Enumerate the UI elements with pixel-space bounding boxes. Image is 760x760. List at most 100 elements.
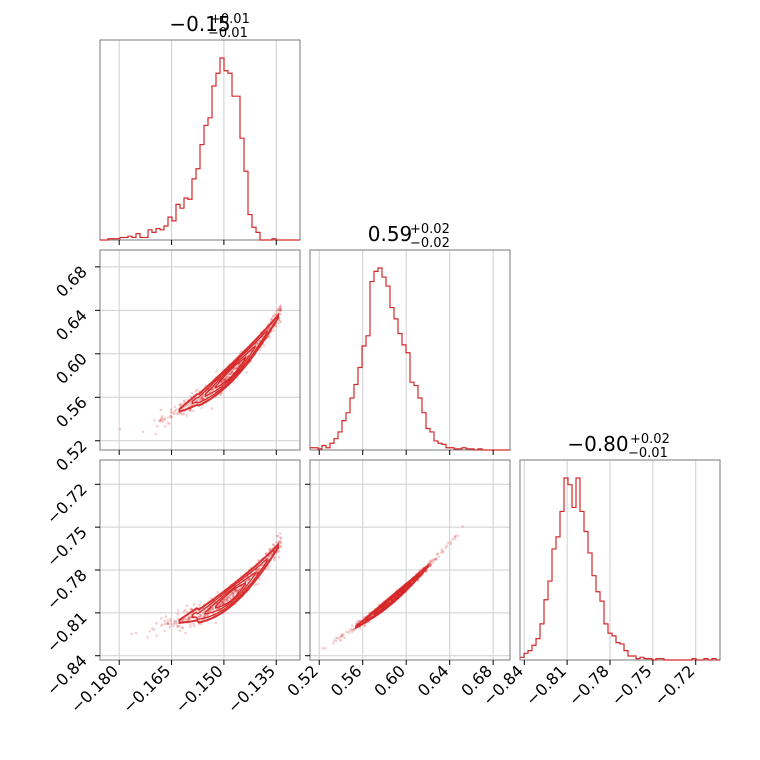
sample-point bbox=[211, 388, 214, 392]
sample-point bbox=[246, 579, 249, 583]
sample-point bbox=[352, 628, 356, 632]
ytick-label-p1-2: 0.60 bbox=[52, 349, 91, 388]
sample-point bbox=[172, 412, 176, 416]
sample-point bbox=[247, 577, 251, 581]
sample-point bbox=[180, 412, 184, 416]
sample-point bbox=[198, 613, 202, 617]
sample-point bbox=[233, 589, 237, 593]
sample-point bbox=[224, 598, 228, 601]
sample-point bbox=[446, 541, 450, 545]
sample-point bbox=[214, 621, 217, 624]
sample-point bbox=[168, 626, 171, 629]
sample-point bbox=[278, 539, 282, 543]
sample-point bbox=[189, 408, 192, 412]
sample-point bbox=[429, 564, 432, 568]
sample-point bbox=[234, 589, 237, 593]
sample-point bbox=[159, 418, 163, 421]
hist-0-steps bbox=[100, 57, 300, 241]
sample-point bbox=[433, 558, 436, 562]
xtick-label-p0-2: −0.150 bbox=[171, 661, 226, 716]
sample-point bbox=[187, 404, 191, 408]
sample-point bbox=[156, 424, 159, 428]
sample-point bbox=[141, 430, 145, 434]
sample-point bbox=[257, 566, 261, 570]
sample-point bbox=[279, 536, 283, 539]
sample-point bbox=[279, 541, 283, 545]
title-param-2-sub: −0.01 bbox=[628, 446, 668, 461]
hist-1-steps bbox=[310, 267, 510, 451]
sample-point bbox=[163, 425, 167, 428]
sample-point bbox=[199, 613, 203, 617]
sample-point bbox=[221, 600, 224, 604]
contour-level-1 bbox=[364, 573, 420, 622]
panel-hist-1-ticks bbox=[318, 450, 494, 455]
sample-point bbox=[166, 621, 170, 625]
sample-point bbox=[231, 369, 234, 373]
sample-point bbox=[166, 416, 170, 419]
xtick-label-p0-3: −0.135 bbox=[224, 661, 279, 716]
sample-point bbox=[153, 418, 156, 422]
sample-point bbox=[428, 559, 432, 563]
sample-point bbox=[176, 625, 180, 628]
sample-point bbox=[135, 631, 138, 635]
sample-point bbox=[223, 599, 226, 603]
sample-point bbox=[180, 403, 183, 406]
sample-point bbox=[429, 563, 433, 567]
panel-2d-1-2-ticks bbox=[305, 483, 494, 665]
contour-level-1 bbox=[191, 557, 268, 621]
sample-point bbox=[338, 635, 342, 639]
sample-point bbox=[175, 623, 178, 626]
sample-point bbox=[211, 388, 215, 392]
panel-hist-2-frame bbox=[519, 459, 721, 661]
ytick-label-p1-1: 0.56 bbox=[52, 393, 91, 432]
sample-point bbox=[202, 611, 205, 615]
sample-point bbox=[269, 547, 273, 551]
sample-point bbox=[177, 412, 180, 416]
sample-point bbox=[257, 567, 260, 571]
sample-point bbox=[279, 305, 282, 308]
xtick-label-p1-2: 0.60 bbox=[370, 661, 409, 700]
sample-point bbox=[221, 602, 224, 606]
sample-point bbox=[160, 416, 163, 420]
sample-point bbox=[178, 629, 182, 632]
sample-point bbox=[196, 399, 199, 403]
sample-point bbox=[279, 312, 282, 316]
sample-point bbox=[335, 639, 338, 643]
xtick-label-p1-0: 0.52 bbox=[283, 661, 322, 700]
sample-point bbox=[198, 603, 201, 607]
sample-point bbox=[219, 602, 223, 606]
sample-point bbox=[220, 601, 224, 604]
sample-point bbox=[246, 578, 250, 581]
hist-2-steps bbox=[520, 477, 720, 661]
scatter-0-2 bbox=[130, 532, 283, 639]
sample-point bbox=[169, 622, 173, 626]
sample-point bbox=[268, 547, 272, 551]
sample-point bbox=[194, 389, 198, 393]
sample-point bbox=[188, 409, 192, 413]
sample-point bbox=[230, 370, 234, 374]
sample-point bbox=[216, 590, 220, 594]
sample-point bbox=[188, 616, 191, 619]
sample-point bbox=[176, 625, 179, 628]
sample-point bbox=[270, 317, 274, 321]
sample-point bbox=[151, 627, 154, 630]
sample-point bbox=[234, 366, 238, 369]
sample-point bbox=[178, 402, 182, 406]
sample-point bbox=[254, 345, 258, 348]
sample-point bbox=[256, 582, 259, 586]
contour-level-1 bbox=[191, 329, 268, 405]
sample-point bbox=[362, 624, 366, 627]
sample-point bbox=[240, 350, 243, 353]
sample-point bbox=[231, 593, 235, 597]
sample-point bbox=[273, 312, 277, 316]
sample-point bbox=[236, 589, 239, 593]
sample-point bbox=[268, 555, 271, 559]
sample-point bbox=[272, 315, 275, 318]
sample-point bbox=[275, 534, 279, 538]
sample-point bbox=[189, 623, 192, 626]
panel-hist-0-grid bbox=[118, 40, 277, 240]
sample-point bbox=[192, 622, 195, 626]
sample-point bbox=[178, 403, 182, 407]
sample-point bbox=[225, 376, 229, 380]
sample-point bbox=[231, 594, 235, 598]
